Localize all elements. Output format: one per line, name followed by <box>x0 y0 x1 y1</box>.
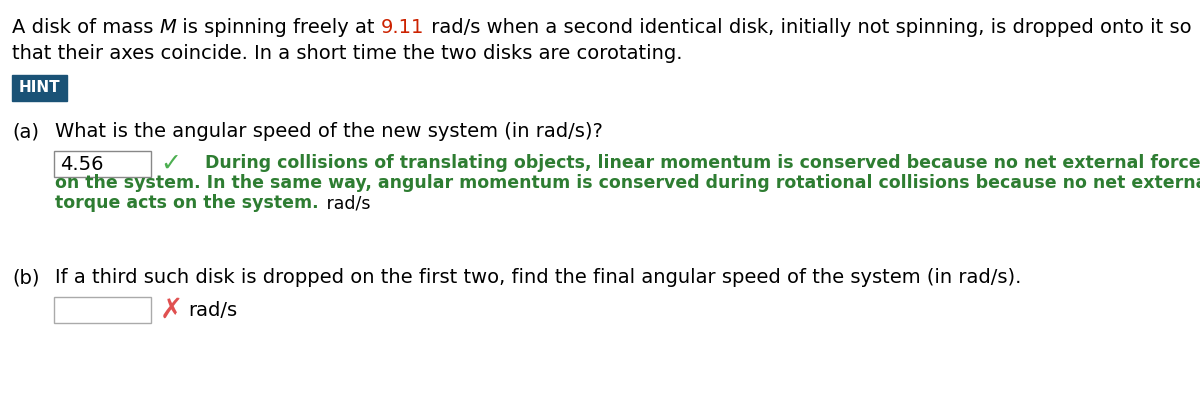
Text: ✓: ✓ <box>160 152 181 176</box>
Text: rad/s: rad/s <box>320 194 370 212</box>
Text: M: M <box>160 18 176 37</box>
Text: rad/s: rad/s <box>188 301 238 320</box>
Text: on the system. In the same way, angular momentum is conserved during rotational : on the system. In the same way, angular … <box>55 174 1200 192</box>
Text: rad/s when a second identical disk, initially not spinning, is dropped onto it s: rad/s when a second identical disk, init… <box>425 18 1192 37</box>
Text: What is the angular speed of the new system (in rad/s)?: What is the angular speed of the new sys… <box>55 122 602 141</box>
Text: (b): (b) <box>12 268 40 287</box>
Text: A disk of mass: A disk of mass <box>12 18 160 37</box>
Text: ✗: ✗ <box>160 296 184 324</box>
FancyBboxPatch shape <box>54 297 151 323</box>
Text: torque acts on the system.: torque acts on the system. <box>55 194 319 212</box>
Text: is spinning freely at: is spinning freely at <box>176 18 382 37</box>
FancyBboxPatch shape <box>54 151 151 177</box>
Text: 9.11: 9.11 <box>382 18 425 37</box>
Text: During collisions of translating objects, linear momentum is conserved because n: During collisions of translating objects… <box>205 154 1200 172</box>
Text: If a third such disk is dropped on the first two, find the final angular speed o: If a third such disk is dropped on the f… <box>55 268 1021 287</box>
Text: that their axes coincide. In a short time the two disks are corotating.: that their axes coincide. In a short tim… <box>12 44 683 63</box>
Text: (a): (a) <box>12 122 38 141</box>
Text: 4.56: 4.56 <box>60 154 103 173</box>
Text: HINT: HINT <box>19 81 60 96</box>
FancyBboxPatch shape <box>12 75 67 101</box>
